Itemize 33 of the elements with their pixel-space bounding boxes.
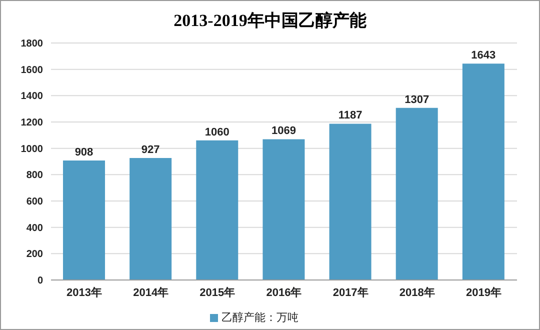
x-tick-label: 2015年 bbox=[200, 286, 236, 299]
x-tick-label: 2017年 bbox=[332, 286, 368, 299]
data-label: 1069 bbox=[271, 125, 296, 138]
bar bbox=[396, 108, 438, 280]
data-label: 908 bbox=[74, 146, 94, 158]
y-tick-label: 600 bbox=[26, 196, 44, 208]
bar bbox=[329, 124, 372, 280]
x-tick-label: 2019年 bbox=[466, 286, 502, 299]
y-tick-label: 200 bbox=[26, 249, 44, 260]
bar bbox=[130, 158, 172, 280]
data-label: 1060 bbox=[204, 126, 230, 138]
y-tick-label: 0 bbox=[37, 276, 44, 287]
bar bbox=[262, 139, 305, 280]
x-tick-label: 2013年 bbox=[66, 286, 102, 299]
y-tick-label: 1200 bbox=[20, 118, 44, 129]
y-tick-label: 1000 bbox=[20, 144, 44, 155]
x-tick-label: 2014年 bbox=[133, 286, 169, 299]
bar bbox=[196, 140, 238, 280]
y-tick-label: 400 bbox=[26, 222, 44, 234]
legend-label: 乙醇产能：万吨 bbox=[222, 312, 298, 324]
y-tick-label: 1600 bbox=[20, 64, 44, 76]
data-label: 1307 bbox=[404, 94, 430, 106]
y-tick-label: 1400 bbox=[20, 91, 44, 102]
data-label: 927 bbox=[141, 144, 160, 156]
x-tick-label: 2016年 bbox=[266, 286, 302, 299]
data-label: 1187 bbox=[338, 110, 362, 122]
y-tick-label: 800 bbox=[26, 170, 44, 182]
bar bbox=[63, 160, 105, 280]
y-tick-label: 1800 bbox=[20, 38, 44, 50]
bar bbox=[462, 64, 504, 280]
chart-title: 2013-2019年中国乙醇产能 bbox=[172, 10, 368, 32]
data-label: 1643 bbox=[471, 50, 496, 62]
x-tick-label: 2018年 bbox=[399, 286, 435, 299]
